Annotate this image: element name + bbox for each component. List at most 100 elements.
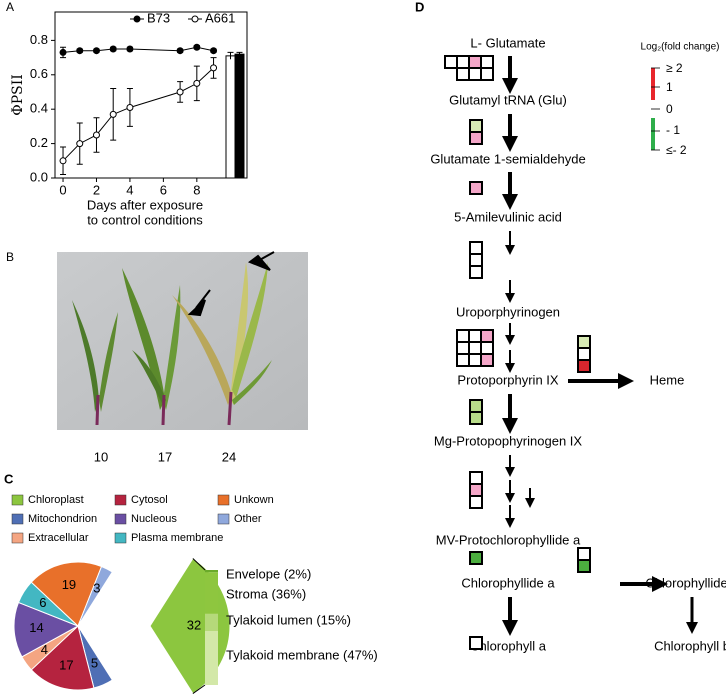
- photo-label: 24: [222, 449, 236, 464]
- connector: [192, 558, 206, 571]
- legend-label: 1: [666, 80, 673, 94]
- slice-label: 5: [91, 656, 98, 671]
- legend-swatch: [114, 532, 127, 544]
- heatmap-cell: [577, 335, 591, 349]
- data-point: [193, 43, 201, 51]
- heatmap-cell: [577, 547, 591, 561]
- heatmap-cell: [480, 341, 494, 355]
- heatmap-cell: [468, 341, 482, 355]
- legend-label: 0: [666, 102, 673, 116]
- legend-label: Extracellular: [28, 532, 89, 544]
- heatmap-cell: [480, 67, 494, 81]
- heatmap-cell: [469, 495, 483, 509]
- pathway-node: Heme: [650, 372, 685, 387]
- pathway-node: Chlorophyll a: [470, 638, 547, 653]
- plot-frame: [54, 11, 248, 179]
- panel-label: D: [415, 0, 424, 14]
- breakdown-segment: [205, 570, 218, 573]
- heatmap-cell: [468, 353, 482, 367]
- legend-label: Plasma membrane: [131, 532, 223, 544]
- heatmap-cell: [469, 399, 483, 413]
- legend-label: Cytosol: [131, 494, 168, 506]
- data-point: [109, 110, 117, 118]
- data-point: [126, 45, 134, 53]
- pathway-node: L- Glutamate: [470, 35, 545, 50]
- legend-label: Mitochondrion: [28, 513, 97, 525]
- pathway-arrows: [502, 56, 698, 636]
- data-point: [92, 47, 100, 55]
- data-point: [109, 45, 117, 53]
- heatmap-cell: [456, 353, 470, 367]
- heatmap-cell: [480, 55, 494, 69]
- legend-swatch: [11, 494, 24, 506]
- y-tick-label: 0.8: [30, 32, 48, 47]
- leaf: [163, 285, 181, 410]
- connector: [192, 684, 206, 694]
- data-point: [92, 131, 100, 139]
- heatmap-cell: [577, 347, 591, 361]
- x-tick-label: 0: [59, 182, 66, 197]
- legend-swatch: [11, 532, 24, 544]
- error-bar: [227, 51, 234, 60]
- heatmap-cell: [577, 559, 591, 573]
- breakdown-label: Stroma (36%): [226, 586, 306, 601]
- data-point: [76, 140, 84, 148]
- heatmap-cell: [456, 67, 470, 81]
- panel-label: A: [6, 0, 14, 14]
- heatmap-cell: [456, 55, 470, 69]
- heatmap-cell: [469, 551, 483, 565]
- breakdown-segment: [205, 572, 218, 614]
- y-tick-label: 0.6: [30, 66, 48, 81]
- data-point: [176, 88, 184, 96]
- y-tick-label: 0.4: [30, 101, 48, 116]
- pathway-node: Chlorophyll b: [654, 638, 726, 653]
- breakdown-segment: [205, 613, 218, 631]
- arrowhead: [247, 251, 275, 271]
- leaf: [99, 312, 118, 412]
- data-point: [193, 79, 201, 87]
- y-axis-label: ΦPSII: [10, 74, 26, 116]
- heatmap-cell: [469, 265, 483, 279]
- series-line: [62, 46, 214, 53]
- stem: [161, 394, 166, 426]
- heatmap-cell: [469, 131, 483, 145]
- pathway-node: MV-Protochlorophyllide a: [436, 532, 581, 547]
- legend-swatch: [217, 513, 230, 525]
- pie-slice: [30, 625, 95, 691]
- x-tick-label: 8: [193, 182, 200, 197]
- heatmap-cell: [456, 341, 470, 355]
- bar: [225, 55, 236, 179]
- pathway-node: Protoporphyrin IX: [457, 372, 558, 387]
- pathway-node: Glutamate 1-semialdehyde: [430, 151, 585, 166]
- leaf: [172, 295, 232, 405]
- x-tick-label: 6: [160, 182, 167, 197]
- slice-label: 6: [39, 595, 46, 610]
- pathway-node: 5-Amilevulinic acid: [454, 209, 562, 224]
- breakdown-segment: [205, 630, 218, 685]
- legend-swatch: [217, 494, 230, 506]
- breakdown-label: Envelope (2%): [226, 566, 311, 581]
- legend-marker: [133, 15, 141, 23]
- stem: [95, 394, 100, 426]
- data-point: [210, 47, 218, 55]
- data-point: [76, 47, 84, 55]
- legend-swatch: [11, 513, 24, 525]
- breakdown-label: Tylakoid membrane (47%): [226, 647, 378, 662]
- series-line: [62, 67, 214, 162]
- data-point: [59, 48, 67, 56]
- heatmap-cell: [469, 241, 483, 255]
- x-tick-label: 2: [93, 182, 100, 197]
- heatmap-cell: [468, 55, 482, 69]
- leaf: [122, 268, 165, 410]
- slice-label: 3: [93, 580, 100, 595]
- legend-swatch: [114, 513, 127, 525]
- heatmap-cell: [469, 119, 483, 133]
- panel-label: B: [6, 250, 14, 264]
- legend-label: A661: [205, 10, 235, 25]
- slice-label: 4: [41, 642, 48, 657]
- breakdown-label: Tylakoid lumen (15%): [226, 612, 351, 627]
- heatmap-cell: [469, 411, 483, 425]
- slice-label: 19: [62, 577, 76, 592]
- x-axis-label: Days after exposure: [87, 197, 203, 212]
- legend-swatch: [114, 494, 127, 506]
